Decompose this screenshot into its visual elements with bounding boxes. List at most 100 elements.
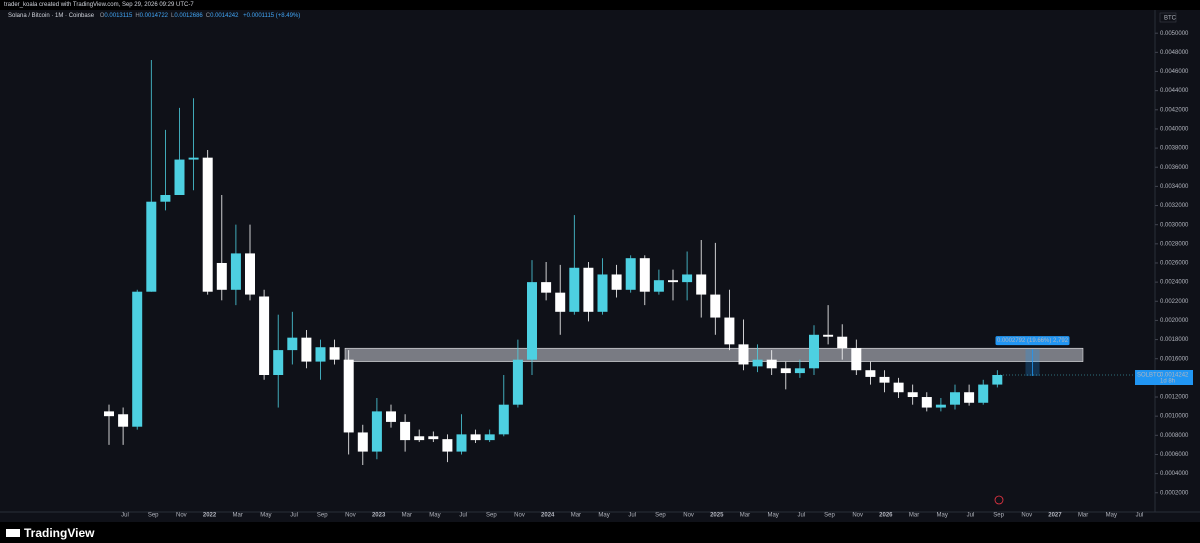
x-tick-label: 2022: [203, 513, 217, 519]
price-tag-price: 0.0014242: [1160, 373, 1189, 379]
x-tick-label: May: [767, 513, 778, 519]
currency-box: [1159, 12, 1177, 23]
x-tick-label: 2025: [710, 513, 724, 519]
candle-body: [780, 368, 791, 374]
x-tick-label: Mar: [402, 513, 412, 519]
candle-body: [188, 157, 199, 160]
x-tick-label: Nov: [176, 513, 187, 519]
footer: TradingView: [0, 522, 1200, 543]
y-tick-label: 0.0012000: [1160, 395, 1189, 401]
y-tick-label: 0.0034000: [1160, 184, 1189, 190]
legend-value: 0.0012686: [174, 13, 203, 19]
candle-body: [964, 392, 975, 403]
logo: TradingView: [6, 526, 94, 540]
candle-body: [202, 157, 213, 292]
legend-ohlc: O0.0013115 H0.0014722 L0.0012686 C0.0014242: [100, 13, 242, 19]
legend-key: L: [171, 13, 175, 19]
candle-body: [273, 350, 284, 375]
candle-body: [907, 392, 918, 398]
candle-body: [555, 292, 566, 312]
candle-body: [569, 267, 580, 312]
candle-body: [950, 392, 960, 405]
price-zone: [344, 347, 1084, 362]
candle-body: [879, 376, 890, 383]
legend-key: O: [99, 13, 105, 19]
x-tick-label: May: [429, 513, 440, 519]
candle-body: [174, 159, 185, 195]
candle-body: [865, 370, 876, 377]
candle-body: [329, 347, 340, 360]
candle-body: [428, 436, 439, 440]
legend-key: H: [135, 13, 140, 19]
candle-body: [245, 253, 255, 295]
x-tick-label: 2023: [372, 513, 386, 519]
candle-body: [527, 282, 537, 360]
y-tick-label: 0.0004000: [1160, 471, 1189, 477]
candle-body: [668, 280, 678, 283]
candle-body: [371, 411, 382, 452]
x-tick-label: Nov: [1021, 513, 1032, 519]
x-tick-label: 2024: [541, 513, 555, 519]
x-tick-label: May: [260, 513, 271, 519]
x-tick-label: May: [598, 513, 609, 519]
candle-body: [611, 274, 622, 290]
price-tag-bg: [1135, 370, 1193, 385]
y-tick-label: 0.0020000: [1160, 318, 1189, 324]
candle-body: [794, 368, 805, 374]
y-tick-label: 0.0008000: [1160, 433, 1189, 439]
chart: BTC 0.0050000 0.0048000 0.0046000 0.0044000…: [0, 10, 1200, 522]
x-tick-label: Jul: [967, 513, 975, 519]
candle-body: [682, 274, 693, 283]
x-tick-label: Jul: [121, 513, 129, 519]
candle-body: [301, 337, 312, 362]
x-tick-label: Jul: [459, 513, 467, 519]
candle-body: [386, 411, 396, 422]
x-tick-label: Sep: [317, 513, 328, 519]
candle-body: [357, 432, 368, 452]
x-tick-label: Jul: [628, 513, 636, 519]
candle-body: [512, 359, 523, 405]
candle-body: [766, 359, 777, 369]
x-tick-label: Sep: [486, 513, 497, 519]
legend-value: 0.0014242: [210, 13, 239, 19]
x-tick-label: May: [937, 513, 948, 519]
x-tick-label: 2026: [879, 513, 893, 519]
x-tick-label: Sep: [824, 513, 835, 519]
x-tick-label: May: [1106, 513, 1117, 519]
candle-body: [287, 337, 298, 351]
x-tick-label: Nov: [345, 513, 356, 519]
legend-change: +0.0001115 (+8.49%): [243, 13, 301, 19]
price-axis: [1155, 10, 1200, 522]
x-tick-label: Jul: [290, 513, 298, 519]
y-tick-label: 0.0018000: [1160, 337, 1189, 343]
x-tick-label: Nov: [852, 513, 863, 519]
candle-body: [230, 253, 241, 290]
candle-body: [414, 436, 425, 441]
candle-body: [696, 274, 707, 295]
y-tick-label: 0.0046000: [1160, 69, 1189, 75]
candle-body: [470, 434, 481, 441]
candle-body: [724, 317, 735, 345]
y-tick-label: 0.0026000: [1160, 261, 1189, 267]
candle-body: [484, 434, 495, 441]
y-tick-label: 0.0042000: [1160, 107, 1189, 113]
x-tick-label: Mar: [909, 513, 919, 519]
candle-body: [710, 294, 721, 318]
header: trader_koala created with TradingView.co…: [0, 0, 1200, 10]
y-tick-label: 0.0002000: [1160, 490, 1189, 496]
candle-body: [146, 201, 157, 292]
x-tick-label: Jul: [797, 513, 805, 519]
event-icon: [994, 495, 1004, 505]
candle-body: [978, 384, 989, 403]
x-tick-label: Mar: [1078, 513, 1088, 519]
x-tick-label: Nov: [683, 513, 694, 519]
candle-body: [160, 195, 171, 202]
candle-body: [216, 262, 227, 290]
y-tick-label: 0.0006000: [1160, 452, 1189, 458]
y-tick-label: 0.0048000: [1160, 50, 1189, 56]
candle-body: [259, 296, 270, 375]
price-tag-symbol: SOLBTC: [1137, 373, 1162, 379]
candle-body: [118, 414, 129, 427]
x-tick-label: Mar: [571, 513, 581, 519]
